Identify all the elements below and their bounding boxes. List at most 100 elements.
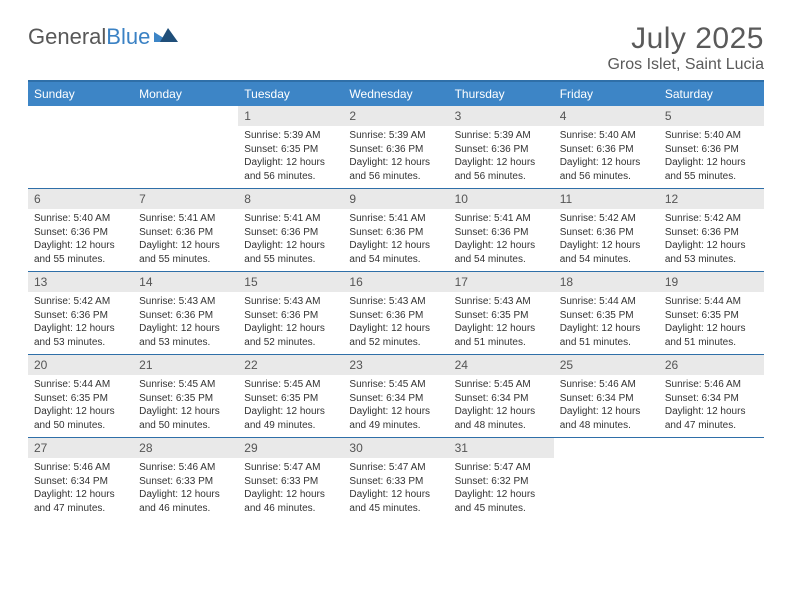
info-line: Daylight: 12 hours xyxy=(34,239,127,253)
info-line: Daylight: 12 hours xyxy=(455,239,548,253)
day-info: Sunrise: 5:42 AMSunset: 6:36 PMDaylight:… xyxy=(554,209,659,270)
info-line: and 50 minutes. xyxy=(34,419,127,433)
month-title: July 2025 xyxy=(607,22,764,56)
info-line: Daylight: 12 hours xyxy=(34,322,127,336)
info-line: Sunrise: 5:46 AM xyxy=(665,378,758,392)
info-line: Sunset: 6:35 PM xyxy=(244,143,337,157)
info-line: Sunset: 6:36 PM xyxy=(34,226,127,240)
info-line: Sunset: 6:32 PM xyxy=(455,475,548,489)
dow-row: SundayMondayTuesdayWednesdayThursdayFrid… xyxy=(28,82,764,106)
day-cell: 11Sunrise: 5:42 AMSunset: 6:36 PMDayligh… xyxy=(554,189,659,271)
day-number: 12 xyxy=(659,189,764,209)
day-info: Sunrise: 5:43 AMSunset: 6:36 PMDaylight:… xyxy=(343,292,448,353)
info-line: and 49 minutes. xyxy=(244,419,337,433)
day-info: Sunrise: 5:41 AMSunset: 6:36 PMDaylight:… xyxy=(238,209,343,270)
info-line: Daylight: 12 hours xyxy=(244,405,337,419)
info-line: Daylight: 12 hours xyxy=(139,488,232,502)
day-cell: 17Sunrise: 5:43 AMSunset: 6:35 PMDayligh… xyxy=(449,272,554,354)
day-info: Sunrise: 5:45 AMSunset: 6:34 PMDaylight:… xyxy=(449,375,554,436)
info-line: Sunrise: 5:44 AM xyxy=(665,295,758,309)
info-line: and 47 minutes. xyxy=(34,502,127,516)
day-number: 29 xyxy=(238,438,343,458)
day-info: Sunrise: 5:46 AMSunset: 6:34 PMDaylight:… xyxy=(554,375,659,436)
day-info: Sunrise: 5:46 AMSunset: 6:34 PMDaylight:… xyxy=(659,375,764,436)
day-cell: 12Sunrise: 5:42 AMSunset: 6:36 PMDayligh… xyxy=(659,189,764,271)
day-number: 8 xyxy=(238,189,343,209)
day-number: 9 xyxy=(343,189,448,209)
info-line: Daylight: 12 hours xyxy=(34,405,127,419)
dow-label: Friday xyxy=(554,82,659,106)
day-cell: 26Sunrise: 5:46 AMSunset: 6:34 PMDayligh… xyxy=(659,355,764,437)
info-line: Sunrise: 5:41 AM xyxy=(244,212,337,226)
info-line: Sunrise: 5:39 AM xyxy=(244,129,337,143)
info-line: and 50 minutes. xyxy=(139,419,232,433)
day-info: Sunrise: 5:41 AMSunset: 6:36 PMDaylight:… xyxy=(343,209,448,270)
info-line: and 56 minutes. xyxy=(560,170,653,184)
day-number: 13 xyxy=(28,272,133,292)
info-line: Sunrise: 5:43 AM xyxy=(349,295,442,309)
info-line: Daylight: 12 hours xyxy=(349,488,442,502)
info-line: and 56 minutes. xyxy=(455,170,548,184)
day-number: 26 xyxy=(659,355,764,375)
info-line: Daylight: 12 hours xyxy=(139,239,232,253)
info-line: Sunset: 6:34 PM xyxy=(349,392,442,406)
day-cell: 29Sunrise: 5:47 AMSunset: 6:33 PMDayligh… xyxy=(238,438,343,520)
dow-label: Saturday xyxy=(659,82,764,106)
week-row: 13Sunrise: 5:42 AMSunset: 6:36 PMDayligh… xyxy=(28,271,764,354)
day-cell: 9Sunrise: 5:41 AMSunset: 6:36 PMDaylight… xyxy=(343,189,448,271)
week-row: 1Sunrise: 5:39 AMSunset: 6:35 PMDaylight… xyxy=(28,106,764,188)
info-line: Sunrise: 5:45 AM xyxy=(349,378,442,392)
weeks-container: 1Sunrise: 5:39 AMSunset: 6:35 PMDaylight… xyxy=(28,106,764,520)
day-info: Sunrise: 5:42 AMSunset: 6:36 PMDaylight:… xyxy=(659,209,764,270)
day-cell: 25Sunrise: 5:46 AMSunset: 6:34 PMDayligh… xyxy=(554,355,659,437)
info-line: Sunrise: 5:47 AM xyxy=(349,461,442,475)
info-line: Sunset: 6:33 PM xyxy=(349,475,442,489)
day-info: Sunrise: 5:46 AMSunset: 6:34 PMDaylight:… xyxy=(28,458,133,519)
day-cell: 20Sunrise: 5:44 AMSunset: 6:35 PMDayligh… xyxy=(28,355,133,437)
day-info: Sunrise: 5:43 AMSunset: 6:36 PMDaylight:… xyxy=(238,292,343,353)
day-cell: 22Sunrise: 5:45 AMSunset: 6:35 PMDayligh… xyxy=(238,355,343,437)
info-line: Sunset: 6:35 PM xyxy=(560,309,653,323)
info-line: Sunrise: 5:40 AM xyxy=(560,129,653,143)
info-line: and 46 minutes. xyxy=(139,502,232,516)
info-line: Sunrise: 5:43 AM xyxy=(139,295,232,309)
day-info: Sunrise: 5:46 AMSunset: 6:33 PMDaylight:… xyxy=(133,458,238,519)
dow-label: Wednesday xyxy=(343,82,448,106)
day-number: 30 xyxy=(343,438,448,458)
info-line: and 47 minutes. xyxy=(665,419,758,433)
day-info: Sunrise: 5:45 AMSunset: 6:34 PMDaylight:… xyxy=(343,375,448,436)
day-number: 2 xyxy=(343,106,448,126)
day-cell: 18Sunrise: 5:44 AMSunset: 6:35 PMDayligh… xyxy=(554,272,659,354)
info-line: and 52 minutes. xyxy=(349,336,442,350)
day-cell: 19Sunrise: 5:44 AMSunset: 6:35 PMDayligh… xyxy=(659,272,764,354)
day-info: Sunrise: 5:39 AMSunset: 6:36 PMDaylight:… xyxy=(343,126,448,187)
week-row: 27Sunrise: 5:46 AMSunset: 6:34 PMDayligh… xyxy=(28,437,764,520)
info-line: Sunrise: 5:45 AM xyxy=(244,378,337,392)
info-line: and 49 minutes. xyxy=(349,419,442,433)
info-line: and 51 minutes. xyxy=(665,336,758,350)
info-line: Daylight: 12 hours xyxy=(34,488,127,502)
day-info: Sunrise: 5:39 AMSunset: 6:36 PMDaylight:… xyxy=(449,126,554,187)
header: GeneralBlue July 2025 Gros Islet, Saint … xyxy=(28,22,764,74)
info-line: and 55 minutes. xyxy=(665,170,758,184)
day-number: 3 xyxy=(449,106,554,126)
day-cell: 21Sunrise: 5:45 AMSunset: 6:35 PMDayligh… xyxy=(133,355,238,437)
info-line: Sunrise: 5:44 AM xyxy=(34,378,127,392)
info-line: Daylight: 12 hours xyxy=(244,239,337,253)
info-line: Sunrise: 5:40 AM xyxy=(34,212,127,226)
day-cell: 16Sunrise: 5:43 AMSunset: 6:36 PMDayligh… xyxy=(343,272,448,354)
info-line: and 55 minutes. xyxy=(139,253,232,267)
info-line: and 53 minutes. xyxy=(139,336,232,350)
info-line: Sunset: 6:36 PM xyxy=(665,143,758,157)
info-line: Daylight: 12 hours xyxy=(455,488,548,502)
info-line: Sunset: 6:35 PM xyxy=(244,392,337,406)
day-number: 7 xyxy=(133,189,238,209)
info-line: Sunset: 6:36 PM xyxy=(349,226,442,240)
day-info: Sunrise: 5:41 AMSunset: 6:36 PMDaylight:… xyxy=(133,209,238,270)
info-line: Daylight: 12 hours xyxy=(455,322,548,336)
day-cell: 14Sunrise: 5:43 AMSunset: 6:36 PMDayligh… xyxy=(133,272,238,354)
info-line: and 56 minutes. xyxy=(349,170,442,184)
info-line: Sunrise: 5:47 AM xyxy=(244,461,337,475)
info-line: Sunrise: 5:40 AM xyxy=(665,129,758,143)
info-line: Sunset: 6:36 PM xyxy=(455,226,548,240)
